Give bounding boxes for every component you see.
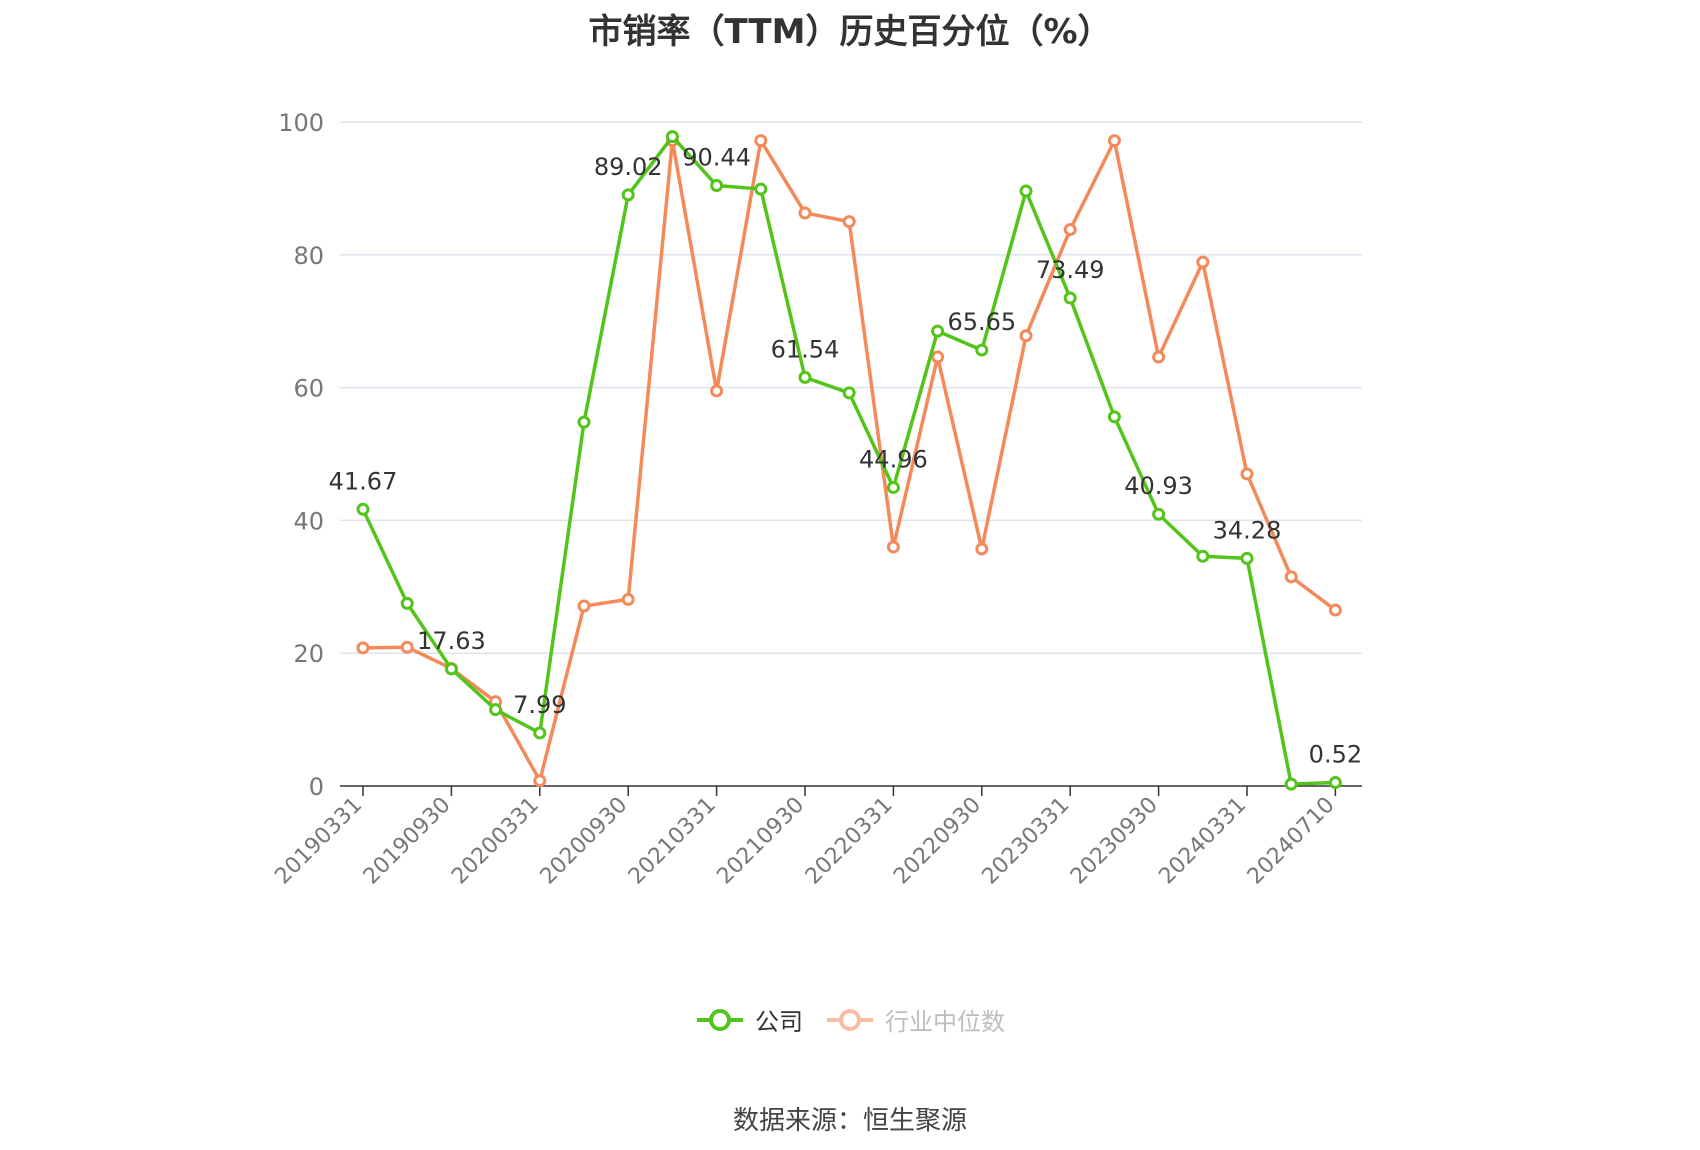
x-tick-label: 20240710 [1243,793,1340,890]
data-point-0 [886,480,900,494]
data-label: 89.02 [594,153,663,181]
data-point-0 [400,596,414,610]
data-label: 44.96 [859,445,928,473]
data-point-1 [842,215,856,229]
data-point-0 [710,178,724,192]
data-point-0 [1284,777,1298,791]
chart-title: 市销率（TTM）历史百分位（%） [588,12,1112,52]
data-point-0 [1240,551,1254,565]
y-tick-label: 40 [293,507,324,535]
data-point-0 [798,370,812,384]
data-point-0 [1328,776,1342,790]
series-lines [356,130,1342,791]
y-axis: 0 20 40 60 80 100 [278,109,324,801]
data-point-0 [665,130,679,144]
data-labels: 41.67 17.63 7.99 89.02 90.44 61.54 44.96 65.65 7… [329,143,1362,768]
data-label: 7.99 [513,691,566,719]
x-tick-label: 20230930 [1066,793,1163,890]
data-point-1 [1152,350,1166,364]
data-point-1 [621,592,635,606]
data-point-0 [621,188,635,202]
data-point-1 [1328,603,1342,617]
y-tick-label: 0 [309,773,324,801]
y-tick-label: 80 [293,242,324,270]
data-point-1 [886,540,900,554]
x-tick-label: 20200930 [536,793,633,890]
x-tick-label: 20190930 [359,793,456,890]
data-point-0 [444,662,458,676]
data-point-0 [754,182,768,196]
data-label: 41.67 [329,467,398,495]
data-label: 65.65 [947,308,1016,336]
data-point-1 [1240,467,1254,481]
data-point-1 [710,384,724,398]
legend-item-industry-median[interactable]: 行业中位数 [825,1002,1005,1037]
data-point-0 [1152,507,1166,521]
data-point-1 [1063,223,1077,237]
data-label: 61.54 [771,335,840,363]
data-point-0 [489,703,503,717]
y-tick-label: 20 [293,640,324,668]
data-point-1 [400,640,414,654]
data-point-0 [1196,549,1210,563]
data-point-0 [975,343,989,357]
data-point-1 [931,350,945,364]
data-point-1 [1107,134,1121,148]
series-line-1 [362,138,1337,783]
data-point-0 [533,726,547,740]
x-tick-label: 20190331 [270,793,367,890]
data-point-1 [577,599,591,613]
data-label: 0.52 [1309,741,1362,769]
x-axis: 2019033120190930202003312020093020210331… [270,785,1362,890]
x-tick-label: 20210331 [624,793,721,890]
legend: 公司 行业中位数 [0,1002,1700,1037]
data-point-1 [533,774,547,788]
y-tick-label: 60 [293,375,324,403]
data-label: 90.44 [682,143,751,171]
data-point-1 [754,134,768,148]
legend-marker-company-icon [697,1008,743,1031]
data-label: 17.63 [417,627,486,655]
legend-item-company[interactable]: 公司 [695,1002,803,1037]
data-point-0 [356,502,370,516]
data-label: 73.49 [1036,256,1105,284]
legend-marker-industry-median-icon [827,1008,873,1031]
data-point-1 [975,542,989,556]
data-label: 34.28 [1213,516,1282,544]
data-point-1 [798,206,812,220]
data-point-1 [1284,570,1298,584]
data-point-0 [842,386,856,400]
data-point-0 [1019,184,1033,198]
data-point-1 [1019,329,1033,343]
data-point-1 [1196,255,1210,269]
x-tick-label: 20220331 [801,793,898,890]
data-source: 数据来源：恒生聚源 [732,1106,967,1136]
data-point-0 [1107,410,1121,424]
data-point-0 [931,324,945,338]
y-tick-label: 100 [278,109,324,137]
data-point-0 [577,415,591,429]
legend-label-company: 公司 [755,1008,803,1036]
x-tick-label: 20200331 [447,793,544,890]
x-tick-label: 20240331 [1154,793,1251,890]
x-tick-label: 20210930 [712,793,809,890]
data-point-0 [1063,291,1077,305]
legend-label-industry-median: 行业中位数 [885,1008,1005,1036]
data-label: 40.93 [1124,472,1193,500]
x-tick-label: 20230331 [978,793,1075,890]
data-point-1 [356,641,370,655]
x-tick-label: 20220930 [889,793,986,890]
